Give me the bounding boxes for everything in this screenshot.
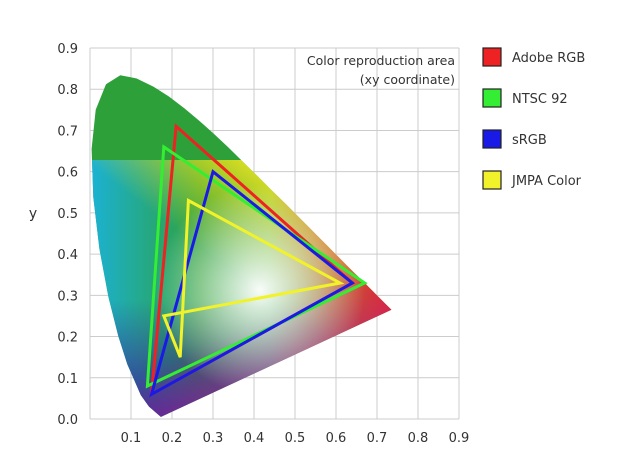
legend-swatch (482, 47, 502, 67)
annotation-line-2: (xy coordinate) (360, 72, 455, 87)
annotation-line-1: Color reproduction area (307, 53, 455, 68)
legend-swatch (482, 170, 502, 190)
y-tick-label: 0.8 (57, 83, 78, 98)
x-tick-label: 0.9 (449, 431, 470, 446)
y-tick-label: 0.5 (57, 207, 78, 222)
series-srgb-outline (149, 169, 356, 398)
legend-swatch (482, 129, 502, 149)
legend-label: Adobe RGB (512, 51, 585, 66)
series-ntsc-92-outline (145, 144, 368, 389)
spectral-locus-area (91, 75, 392, 417)
y-tick-label: 0.9 (57, 42, 78, 57)
legend-label: NTSC 92 (512, 92, 568, 107)
axis-ticks: 0.1 0.2 0.3 0.4 0.5 0.6 0.7 0.8 0.9 0.0 0.1 0.2 0.3 0… (57, 42, 469, 446)
y-tick-label: 0.2 (57, 331, 78, 346)
y-tick-label: 0.6 (57, 166, 78, 181)
y-tick-label: 0.0 (57, 413, 78, 428)
legend-label: JMPA Color (511, 174, 582, 189)
x-tick-label: 0.3 (203, 431, 224, 446)
y-tick-label: 0.4 (57, 248, 78, 263)
gamut-triangles (145, 123, 368, 398)
y-tick-label: 0.7 (57, 124, 78, 139)
x-tick-label: 0.7 (367, 431, 388, 446)
y-tick-label: 0.3 (57, 289, 78, 304)
x-tick-label: 0.1 (121, 431, 142, 446)
x-tick-label: 0.4 (244, 431, 265, 446)
x-tick-label: 0.6 (326, 431, 347, 446)
x-tick-label: 0.2 (162, 431, 183, 446)
legend-label: sRGB (512, 133, 547, 148)
legend-swatch (482, 88, 502, 108)
series-jmpa-color-outline (161, 198, 345, 358)
y-tick-label: 0.1 (57, 372, 78, 387)
x-tick-label: 0.5 (285, 431, 306, 446)
y-axis-label: y (29, 206, 37, 222)
x-tick-label: 0.8 (408, 431, 429, 446)
legend: Adobe RGB NTSC 92 sRGB JMPA Color (482, 47, 585, 190)
